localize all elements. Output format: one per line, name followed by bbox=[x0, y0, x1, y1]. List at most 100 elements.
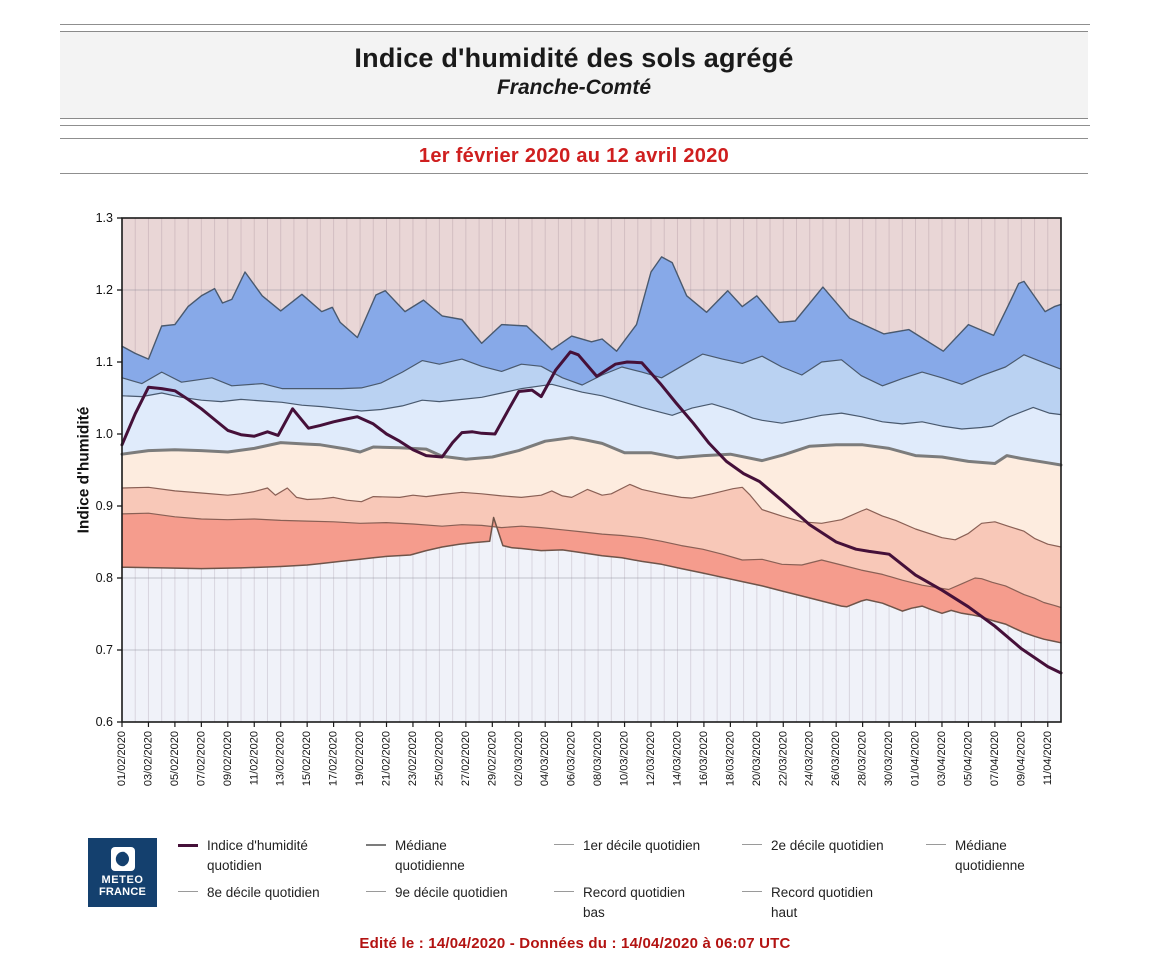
x-tick-label: 01/04/2020 bbox=[910, 731, 922, 786]
x-axis: 01/02/2020 03/02/2020 05/02/2020 07/02/2020… bbox=[116, 722, 1054, 786]
x-tick-label: 30/03/2020 bbox=[883, 731, 895, 786]
x-tick-label: 17/02/2020 bbox=[328, 731, 340, 786]
x-tick-label: 19/02/2020 bbox=[354, 731, 366, 786]
band-decile1_quotidien-to-record_quotidien_bas bbox=[122, 513, 1061, 643]
x-tick-label: 02/03/2020 bbox=[513, 731, 525, 786]
logo-text-meteo: METEO bbox=[101, 874, 144, 886]
x-tick-label: 09/04/2020 bbox=[1015, 731, 1027, 786]
y-tick-label: 1.1 bbox=[96, 355, 113, 369]
legend-item: 2e décile quotidien bbox=[742, 836, 926, 883]
x-tick-label: 01/02/2020 bbox=[116, 731, 128, 786]
title-banner: Indice d'humidité des sols agrégé Franch… bbox=[60, 31, 1088, 119]
x-tick-label: 27/02/2020 bbox=[460, 731, 472, 786]
x-tick-label: 20/03/2020 bbox=[751, 731, 763, 786]
x-tick-label: 26/03/2020 bbox=[830, 731, 842, 786]
legend-item: 9e décile quotidien bbox=[366, 883, 554, 930]
legend-item: Indice d'humidité quotidien bbox=[178, 836, 366, 883]
x-tick-label: 05/02/2020 bbox=[169, 731, 181, 786]
y-tick-label: 0.9 bbox=[96, 499, 113, 513]
line-decile9_quotidien bbox=[121, 353, 1062, 390]
legend-line-swatch bbox=[366, 844, 386, 846]
y-tick-label: 0.6 bbox=[96, 715, 113, 729]
x-tick-label: 05/04/2020 bbox=[962, 731, 974, 786]
x-tick-label: 13/02/2020 bbox=[275, 731, 287, 786]
x-tick-label: 16/03/2020 bbox=[698, 731, 710, 786]
x-tick-label: 21/02/2020 bbox=[381, 731, 393, 786]
y-tick-label: 1.0 bbox=[96, 427, 113, 441]
line-decile8_quotidien bbox=[121, 383, 1062, 430]
legend-item: Médiane quotidienne bbox=[366, 836, 554, 883]
legend-label: Record quotidien bas bbox=[583, 885, 686, 920]
y-tick-label: 1.2 bbox=[96, 283, 113, 297]
legend-line-swatch bbox=[554, 891, 574, 892]
logo-text-france: FRANCE bbox=[98, 886, 147, 898]
legend-label: Médiane quotidienne bbox=[955, 838, 1025, 873]
zone-above-record-haut bbox=[122, 218, 1061, 360]
x-tick-label: 15/02/2020 bbox=[301, 731, 313, 786]
x-tick-label: 07/04/2020 bbox=[989, 731, 1001, 786]
x-tick-label: 04/03/2020 bbox=[539, 731, 551, 786]
y-axis: 0.6 0.7 0.8 0.9 1.0 1.1 1.2 1.3 bbox=[96, 211, 122, 729]
legend-line-swatch bbox=[366, 891, 386, 892]
line-mediane_quotidienne bbox=[120, 436, 1063, 467]
line-indice_humidite_quotidien bbox=[120, 350, 1063, 675]
y-tick-label: 0.8 bbox=[96, 571, 113, 585]
x-tick-label: 11/04/2020 bbox=[1042, 731, 1054, 785]
divider-line bbox=[60, 125, 1090, 126]
x-tick-label: 10/03/2020 bbox=[619, 731, 631, 786]
legend-label: Indice d'humidité quotidien bbox=[207, 838, 308, 873]
period-banner: 1er février 2020 au 12 avril 2020 bbox=[60, 138, 1088, 174]
legend-line-swatch bbox=[554, 844, 574, 845]
legend-label: 8e décile quotidien bbox=[207, 885, 320, 900]
edition-note-text: Edité le : 14/04/2020 - Données du : 14/… bbox=[359, 935, 791, 952]
line-record_quotidien_haut bbox=[121, 256, 1062, 360]
divider-line bbox=[60, 24, 1090, 25]
x-tick-label: 03/04/2020 bbox=[936, 731, 948, 786]
x-tick-label: 07/02/2020 bbox=[195, 731, 207, 786]
legend-line-swatch bbox=[926, 844, 946, 845]
legend-label: Médiane quotidienne bbox=[395, 838, 465, 873]
meteo-france-icon bbox=[110, 847, 135, 871]
chart-legend: METEO FRANCE Indice d'humidité quotidien M… bbox=[0, 836, 1150, 930]
line-decile1_quotidien bbox=[121, 512, 1062, 609]
legend-label: 2e décile quotidien bbox=[771, 838, 884, 853]
x-tick-label: 11/02/2020 bbox=[248, 731, 260, 785]
x-tick-label: 29/02/2020 bbox=[486, 731, 498, 786]
line-record_quotidien_bas bbox=[121, 516, 1062, 644]
y-axis-title: Indice d'humidité bbox=[76, 406, 93, 533]
legend-item: Médiane quotidienne bbox=[926, 836, 1086, 883]
legend-item: Record quotidien bas bbox=[554, 883, 742, 930]
band-decile2_quotidien-to-decile1_quotidien bbox=[122, 484, 1061, 608]
series-lines bbox=[120, 256, 1063, 675]
legend-line-swatch bbox=[742, 844, 762, 845]
out-of-record-zones bbox=[122, 218, 1061, 722]
legend-label: 1er décile quotidien bbox=[583, 838, 701, 853]
legend-line-swatch bbox=[742, 891, 762, 892]
x-tick-label: 18/03/2020 bbox=[724, 731, 736, 786]
y-tick-label: 0.7 bbox=[96, 643, 113, 657]
legend-item: 1er décile quotidien bbox=[554, 836, 742, 883]
x-tick-label: 28/03/2020 bbox=[857, 731, 869, 786]
legend-line-swatch bbox=[178, 891, 198, 892]
meteo-france-logo: METEO FRANCE bbox=[88, 838, 157, 907]
legend-item: 8e décile quotidien bbox=[178, 883, 366, 930]
y-tick-label: 1.3 bbox=[96, 211, 113, 225]
x-tick-label: 14/03/2020 bbox=[671, 731, 683, 786]
x-tick-label: 06/03/2020 bbox=[566, 731, 578, 786]
legend-label: 9e décile quotidien bbox=[395, 885, 508, 900]
zone-below-record-bas bbox=[122, 517, 1061, 722]
x-tick-label: 08/03/2020 bbox=[592, 731, 604, 786]
x-tick-label: 24/03/2020 bbox=[804, 731, 816, 786]
band-record_quotidien_haut-to-decile9_quotidien bbox=[122, 256, 1061, 389]
page-subtitle: Franche-Comté bbox=[496, 76, 652, 99]
legend-item: Record quotidien haut bbox=[742, 883, 926, 930]
sun-disc-icon bbox=[115, 851, 132, 867]
x-tick-label: 09/02/2020 bbox=[222, 731, 234, 786]
plot-border bbox=[121, 217, 1062, 723]
x-tick-label: 03/02/2020 bbox=[142, 731, 154, 786]
x-tick-label: 25/02/2020 bbox=[433, 731, 445, 786]
soil-humidity-chart: 0.6 0.7 0.8 0.9 1.0 1.1 1.2 1.3 01/02/2020 03/02/… bbox=[76, 211, 1063, 786]
x-tick-label: 23/02/2020 bbox=[407, 731, 419, 786]
x-tick-label: 12/03/2020 bbox=[645, 731, 657, 786]
